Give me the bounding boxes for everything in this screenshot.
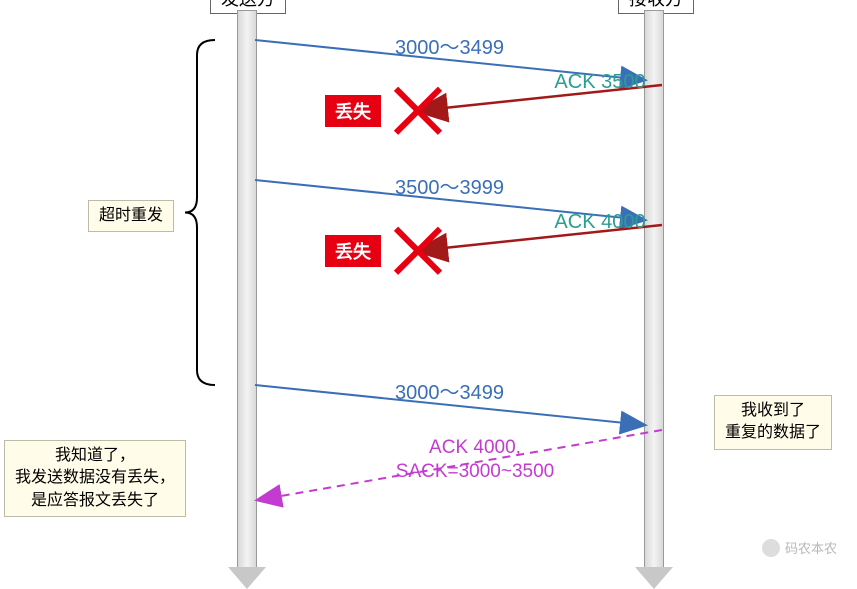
sender-note-box: 我知道了， 我发送数据没有丢失， 是应答报文丢失了	[4, 440, 186, 517]
loss-badge: 丢失	[325, 95, 381, 127]
svg-text:3000～3499: 3000～3499	[395, 382, 504, 404]
svg-text:3000～3499: 3000～3499	[395, 37, 504, 59]
loss-badge: 丢失	[325, 235, 381, 267]
receiver-note-box: 我收到了 重复的数据了	[714, 395, 832, 450]
svg-text:3500～3999: 3500～3999	[395, 177, 504, 199]
watermark-text: 码农本农	[785, 538, 837, 557]
sender-header-text: 发送方	[221, 0, 275, 9]
receiver-header-text: 接收方	[629, 0, 683, 9]
receiver-note-text: 我收到了 重复的数据了	[725, 402, 821, 441]
watermark: 码农本农	[762, 538, 837, 557]
wechat-icon	[762, 539, 780, 557]
sender-note-text: 我知道了， 我发送数据没有丢失， 是应答报文丢失了	[15, 447, 175, 509]
sender-lifeline	[237, 10, 257, 572]
svg-text:ACK 4000,: ACK 4000,	[429, 437, 521, 458]
svg-text:SACK=3000~3500: SACK=3000~3500	[396, 461, 554, 482]
svg-text:ACK 4000: ACK 4000	[554, 211, 645, 233]
timeout-label-text: 超时重发	[99, 207, 163, 224]
timeout-label-box: 超时重发	[88, 200, 174, 232]
receiver-lifeline	[644, 10, 664, 572]
svg-text:ACK 3500: ACK 3500	[554, 71, 645, 93]
